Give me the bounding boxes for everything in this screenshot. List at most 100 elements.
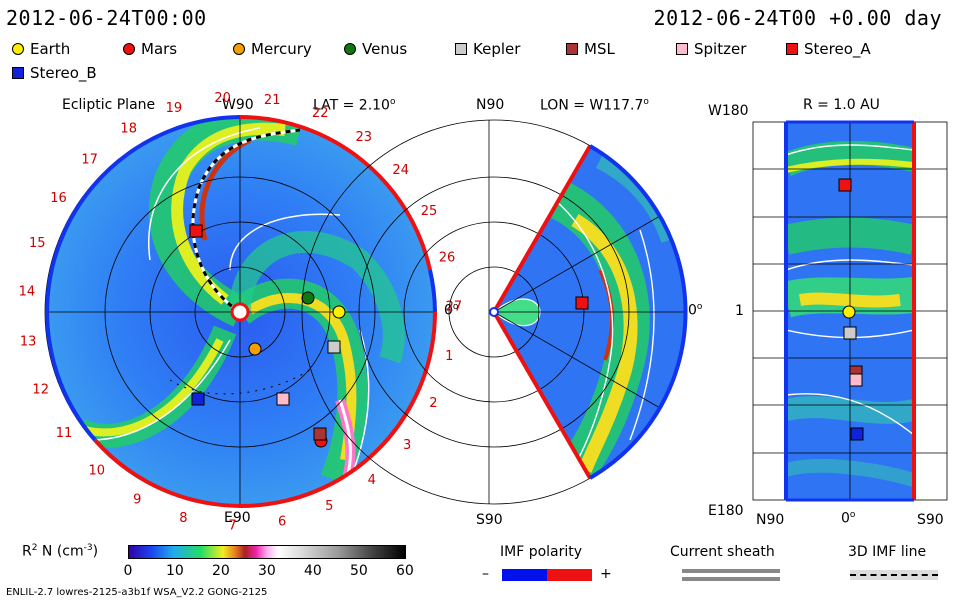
- colorbar-tick-label: 0: [123, 563, 133, 579]
- sector-label: 22: [312, 106, 329, 121]
- colorbar-tick-label: 40: [304, 563, 322, 579]
- colorbar-label-r: R: [22, 543, 32, 560]
- legend-label: MSL: [584, 40, 615, 58]
- current-sheath-line-2: [682, 577, 780, 581]
- legend-label: Stereo_A: [804, 40, 871, 58]
- sector-label: 24: [392, 163, 409, 178]
- stereo-b-marker: [850, 427, 864, 441]
- colorbar-tick-label: 30: [258, 563, 276, 579]
- sphere-x-mid-value: 0: [841, 510, 850, 527]
- stereo-b-marker: [191, 392, 205, 406]
- stereo-a-marker: [838, 178, 852, 192]
- legend-item-msl: MSL: [566, 40, 615, 58]
- current-sheath-line-1: [682, 569, 780, 573]
- sector-label: 3: [403, 438, 411, 453]
- imf-ring-segment: [45, 115, 241, 442]
- spitzer-marker-icon: [676, 43, 688, 55]
- stereo-a-marker: [189, 224, 203, 238]
- legend-item-earth: Earth: [12, 40, 70, 58]
- longitude-label: LON = W117.7o: [540, 97, 649, 114]
- imf-positive-swatch: [547, 569, 592, 581]
- density-spiral-arms: [74, 117, 405, 487]
- sphere-x-right-label: S90: [917, 512, 944, 528]
- imf-polarity-title: IMF polarity: [500, 544, 583, 560]
- sector-label: 16: [50, 191, 67, 206]
- colorbar-tick-label: 10: [166, 563, 184, 579]
- spitzer-marker: [849, 373, 863, 387]
- sector-label: 7: [228, 518, 236, 533]
- sector-label: 10: [89, 464, 106, 479]
- longitude-degree-sign: o: [643, 97, 649, 107]
- spitzer-marker: [276, 392, 290, 406]
- meridional-top-label: N90: [476, 97, 505, 113]
- imf-ring-segment: [93, 438, 347, 508]
- legend-item-spitzer: Spitzer: [676, 40, 746, 58]
- earth-marker: [332, 305, 346, 319]
- legend-label: Spitzer: [694, 40, 747, 58]
- sphere-bottom-left-label: E180: [708, 503, 744, 519]
- colorbar-label-units-exponent: -3: [83, 543, 93, 553]
- model-info-footer: ENLIL-2.7 lowres-2125-a3b1f WSA_V2.2 GON…: [6, 587, 268, 598]
- kepler-marker: [327, 340, 341, 354]
- sphere-mid-left-label: 1: [735, 303, 744, 319]
- latitude-value: LAT = 2.10: [313, 97, 390, 114]
- latitude-label: LAT = 2.10o: [313, 97, 395, 114]
- venus-marker-icon: [344, 43, 356, 55]
- sphere-top-left-label: W180: [708, 103, 749, 119]
- colorbar-label-close: ): [92, 543, 99, 560]
- meridional-bottom-label: S90: [476, 512, 503, 528]
- kepler-marker-icon: [455, 43, 467, 55]
- stereo-b-marker-icon: [12, 67, 24, 79]
- legend-label: Mars: [141, 40, 178, 58]
- sector-label: 17: [81, 152, 98, 167]
- sector-label: 12: [32, 382, 49, 397]
- legend-item-mercury: Mercury: [233, 40, 312, 58]
- msl-marker-icon: [566, 43, 578, 55]
- sector-label: 14: [19, 285, 36, 300]
- sector-label: 19: [166, 101, 183, 116]
- ecliptic-top-label: W90: [222, 97, 254, 113]
- legend-item-venus: Venus: [344, 40, 407, 58]
- legend-item-kepler: Kepler: [455, 40, 520, 58]
- sector-label: 4: [368, 473, 376, 488]
- legend-label: Earth: [30, 40, 71, 58]
- meridional-right-degree-sign: o: [696, 302, 703, 312]
- sun-icon: [489, 307, 499, 317]
- meridional-right-label: 0o: [688, 302, 702, 319]
- mars-marker-icon: [123, 43, 135, 55]
- sector-label: 13: [20, 334, 37, 349]
- legend-label: Stereo_B: [30, 64, 97, 82]
- ecliptic-right-value: 0: [444, 302, 453, 319]
- sector-label: 18: [120, 122, 137, 137]
- mercury-marker-icon: [233, 43, 245, 55]
- meridional-imf-arc: [588, 144, 688, 480]
- colorbar-tick-label: 60: [396, 563, 414, 579]
- venus-marker: [301, 291, 315, 305]
- sector-label: 11: [56, 426, 73, 441]
- sector-label: 5: [325, 499, 333, 514]
- radius-label: R = 1.0 AU: [803, 97, 880, 113]
- sector-label: 2: [429, 396, 437, 411]
- sector-label: 6: [278, 514, 286, 529]
- msl-marker: [313, 427, 327, 441]
- ecliptic-right-label: 0o: [444, 302, 458, 319]
- imf-negative-swatch: [502, 569, 547, 581]
- imf-minus-label: –: [482, 566, 489, 582]
- earth-marker-icon: [12, 43, 24, 55]
- sector-label: 20: [214, 91, 231, 106]
- density-colorbar: [128, 545, 406, 559]
- sector-label: 8: [179, 511, 187, 526]
- longitude-value: LON = W117.7: [540, 97, 644, 114]
- stereo-a-marker: [575, 296, 589, 310]
- header-datetime: 2012-06-24T00:00: [6, 6, 207, 30]
- legend-item-stereo-a: Stereo_A: [786, 40, 871, 58]
- earth-marker: [842, 305, 856, 319]
- colorbar-tick-label: 20: [212, 563, 230, 579]
- sphere-x-left-label: N90: [756, 512, 785, 528]
- ecliptic-right-degree-sign: o: [452, 302, 459, 312]
- sector-label: 1: [445, 349, 453, 364]
- spacecraft-orbit-path: [169, 369, 311, 395]
- mercury-marker: [248, 342, 262, 356]
